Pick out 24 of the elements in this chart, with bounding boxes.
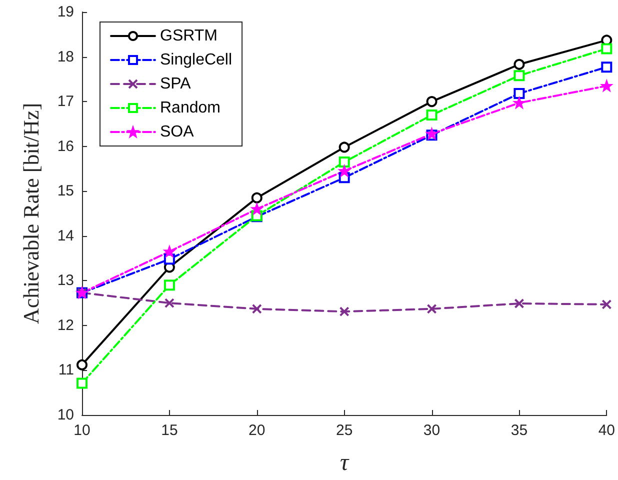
y-tick-label: 11 (58, 362, 74, 379)
y-tick-label: 12 (57, 316, 74, 334)
legend-label: SOA (160, 124, 194, 140)
y-tick-label: 17 (57, 93, 74, 110)
y-tick-label: 15 (57, 182, 74, 200)
legend-label: SPA (160, 76, 192, 92)
y-tick-label: 10 (57, 406, 74, 424)
y-tick-label: 18 (57, 48, 74, 66)
x-tick-label: 40 (598, 422, 615, 439)
y-tick-label: 16 (57, 138, 74, 155)
legend-label: GSRTM (160, 28, 218, 44)
x-tick-label: 15 (161, 422, 178, 439)
y-tick-label: 13 (57, 272, 74, 290)
x-tick-label: 35 (510, 422, 528, 439)
x-tick-label: 10 (74, 422, 90, 439)
y-tick-label: 19 (57, 4, 74, 20)
legend-label: SingleCell (160, 52, 232, 68)
x-tick-label: 20 (248, 422, 266, 439)
x-axis-title: τ (340, 450, 350, 476)
y-tick-label: 14 (57, 227, 74, 244)
y-axis-title: Achievable Rate [bit/Hz] (18, 102, 44, 324)
legend-label: Random (160, 100, 220, 116)
x-tick-label: 25 (336, 422, 353, 439)
x-tick-label: 30 (423, 422, 440, 439)
